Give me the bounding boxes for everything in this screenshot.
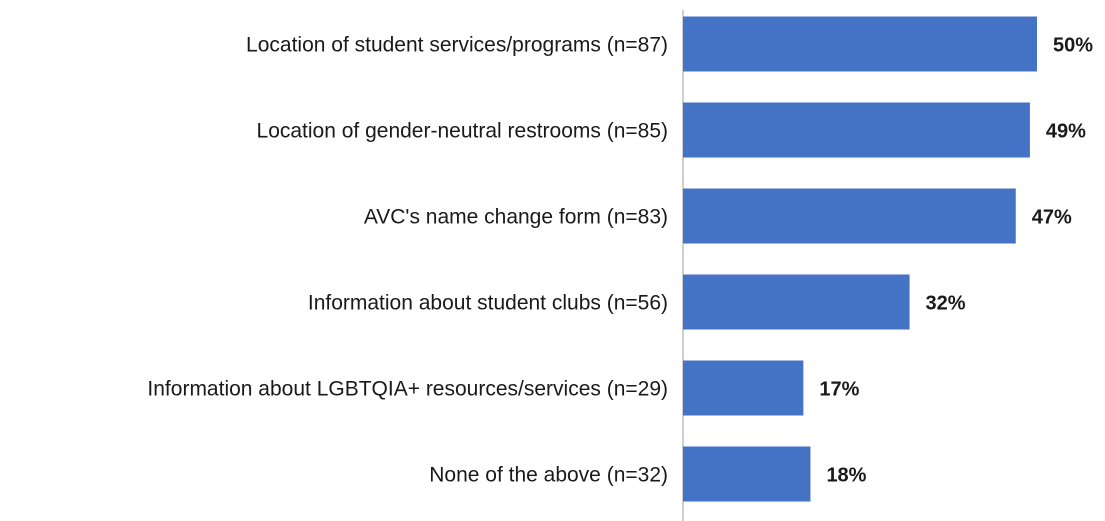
category-label: Information about student clubs (n=56)	[308, 292, 668, 315]
category-label: Location of student services/programs (n…	[246, 34, 668, 57]
data-label: 32%	[926, 292, 966, 314]
data-label: 17%	[819, 378, 859, 400]
bar	[683, 188, 1016, 244]
data-label: 50%	[1053, 34, 1093, 56]
bar	[683, 102, 1030, 158]
bar	[683, 274, 910, 330]
bar	[683, 360, 804, 416]
category-label: AVC's name change form (n=83)	[364, 206, 668, 229]
data-label: 49%	[1046, 120, 1086, 142]
data-label: 18%	[826, 464, 866, 486]
category-label: Location of gender-neutral restrooms (n=…	[257, 120, 668, 143]
data-label: 47%	[1032, 206, 1072, 228]
bar	[683, 446, 811, 502]
bar	[683, 16, 1037, 72]
category-label: None of the above (n=32)	[429, 464, 668, 487]
category-label: Information about LGBTQIA+ resources/ser…	[147, 378, 668, 401]
